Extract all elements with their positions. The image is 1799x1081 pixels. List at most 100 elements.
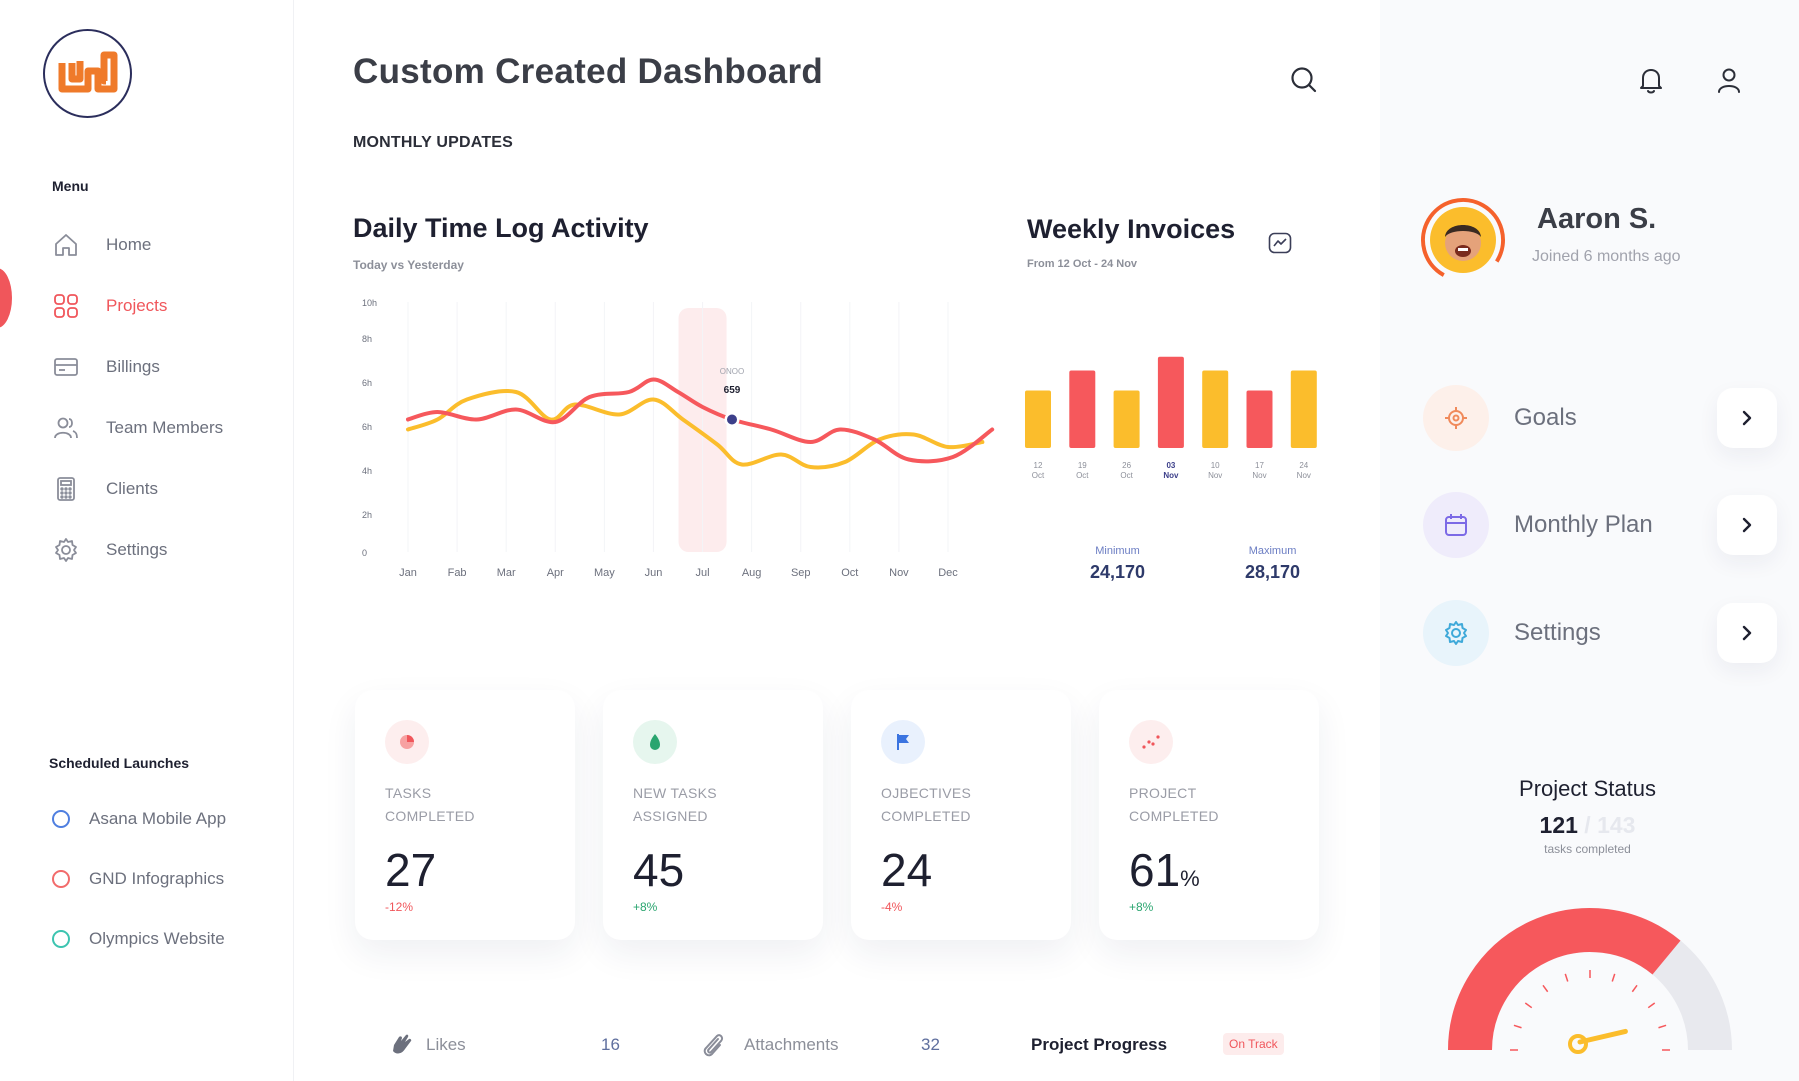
bar-label-month: Nov [1163, 471, 1179, 480]
bar-label-day: 03 [1166, 461, 1175, 470]
bell-icon [1640, 69, 1662, 94]
stat-change: -12% [385, 900, 414, 914]
project-status-count: 121 / 143 [1539, 812, 1636, 838]
tooltip-value: 659 [724, 385, 741, 396]
y-tick-label: 0 [362, 548, 367, 558]
chevron-right-icon[interactable] [1717, 603, 1777, 663]
stat-value: 27 [385, 844, 437, 896]
gauge-fill [1448, 908, 1681, 1051]
gauge-needle [1568, 1028, 1628, 1054]
page-title: Custom Created Dashboard [353, 52, 824, 91]
stat-card-objectives[interactable]: OJBECTIVES COMPLETED 24 -4% [851, 690, 1071, 940]
profile-joined: Joined 6 months ago [1532, 248, 1681, 265]
side-item-label: Monthly Plan [1514, 511, 1653, 538]
notifications-button[interactable] [1636, 65, 1666, 95]
user-icon [1718, 68, 1740, 93]
minimum-label: Minimum [1095, 545, 1140, 557]
sidebar-item-label: Projects [106, 295, 168, 315]
bar-label-day: 19 [1078, 461, 1087, 470]
project-status-subtitle: tasks completed [1544, 842, 1631, 856]
stat-label: NEW TASKS ASSIGNED [633, 785, 717, 824]
profile-name: Aaron S. [1537, 203, 1657, 235]
side-item-label: Settings [1514, 619, 1601, 646]
scheduled-item[interactable]: GND Infographics [52, 849, 226, 909]
likes-label: Likes [426, 1035, 466, 1054]
pie-icon [385, 720, 429, 764]
gauge-tick [1647, 1002, 1656, 1009]
stat-change: +8% [1129, 900, 1154, 914]
bar-label-month: Nov [1252, 471, 1266, 480]
sidebar-item-clients[interactable]: Clients [52, 458, 282, 519]
chevron-right-icon[interactable] [1717, 495, 1777, 555]
invoice-bar [1069, 370, 1096, 448]
side-item-goals[interactable]: Goals [1423, 383, 1777, 453]
sidebar-nav: Home Projects Billings Team Members Clie… [52, 214, 282, 580]
maximum-value: 28,170 [1245, 562, 1301, 582]
tooltip-label: ONOO [720, 367, 744, 376]
sidebar-item-label: Settings [106, 539, 168, 559]
sidebar-item-home[interactable]: Home [52, 214, 282, 275]
scheduled-item-label: Olympics Website [89, 929, 225, 948]
gauge-tick [1631, 984, 1638, 993]
invoice-bar [1025, 390, 1051, 448]
x-tick-label: Apr [547, 567, 564, 579]
bar-label-day: 12 [1034, 461, 1043, 470]
daily-time-log-chart: Jan Fab Mar Apr May Jun Jul Aug Sep Oct Nov Dec 10h 8… [362, 298, 995, 579]
stat-card-project-completed[interactable]: PROJECT COMPLETED 61% +8% [1099, 690, 1319, 940]
project-progress-label: Project Progress [1031, 1035, 1168, 1054]
trend-button[interactable] [1268, 232, 1292, 254]
sidebar-item-label: Home [106, 234, 152, 254]
y-tick-label: 6h [362, 378, 372, 388]
active-nav-marker [0, 268, 12, 328]
sidebar: Menu Home Projects Billings Team Members [0, 0, 294, 1081]
account-button[interactable] [1714, 65, 1744, 95]
stat-change: -4% [881, 900, 903, 914]
gauge-needle-hub [1568, 1034, 1588, 1054]
likes-button[interactable]: Likes [388, 1025, 466, 1065]
sidebar-item-team-members[interactable]: Team Members [52, 397, 282, 458]
scheduled-launches-heading: Scheduled Launches [49, 755, 190, 771]
x-tick-label: Aug [742, 567, 762, 579]
gauge-tick [1658, 1024, 1667, 1029]
y-tick-label: 4h [362, 466, 372, 476]
scheduled-item[interactable]: Olympics Website [52, 909, 226, 969]
series-line [406, 389, 985, 470]
stat-card-tasks-completed[interactable]: TASKS COMPLETED 27 -12% [355, 690, 575, 940]
paperclip-icon [703, 1034, 724, 1057]
flag-icon [881, 720, 925, 764]
likes-count: 16 [601, 1035, 620, 1054]
x-tick-label: Jan [399, 567, 417, 579]
side-item-settings[interactable]: Settings [1423, 598, 1777, 668]
bar-label-month: Nov [1208, 471, 1222, 480]
sidebar-item-label: Team Members [106, 417, 224, 437]
gauge-needle-line [1577, 1028, 1628, 1045]
chevron-right-icon[interactable] [1717, 388, 1777, 448]
target-icon [1423, 385, 1489, 451]
invoice-bar [1113, 390, 1140, 448]
avatar[interactable] [1418, 195, 1508, 285]
gear-icon [52, 536, 80, 564]
x-tick-label: Oct [841, 567, 858, 579]
search-button[interactable] [1289, 65, 1319, 95]
sidebar-item-projects[interactable]: Projects [52, 275, 282, 336]
status-ring-icon [52, 870, 70, 888]
avatar-image [1421, 198, 1505, 282]
stat-card-new-tasks[interactable]: NEW TASKS ASSIGNED 45 +8% [603, 690, 823, 940]
bar-label-month: Oct [1032, 471, 1045, 480]
gauge-tick [1513, 1024, 1522, 1029]
trend-icon [1268, 232, 1292, 254]
stat-value: 24 [881, 844, 933, 896]
side-item-label: Goals [1514, 404, 1577, 431]
y-tick-label: 8h [362, 334, 372, 344]
attachments-button[interactable]: Attachments [700, 1025, 839, 1065]
maximum-label: Maximum [1248, 545, 1297, 557]
bar-label-month: Oct [1076, 471, 1089, 480]
side-item-monthly-plan[interactable]: Monthly Plan [1423, 490, 1777, 560]
app-logo[interactable] [43, 29, 132, 118]
invoice-bar [1202, 370, 1229, 448]
scheduled-item[interactable]: Asana Mobile App [52, 789, 226, 849]
x-tick-label: Sep [791, 567, 811, 579]
sidebar-item-settings[interactable]: Settings [52, 519, 282, 580]
sidebar-item-billings[interactable]: Billings [52, 336, 282, 397]
